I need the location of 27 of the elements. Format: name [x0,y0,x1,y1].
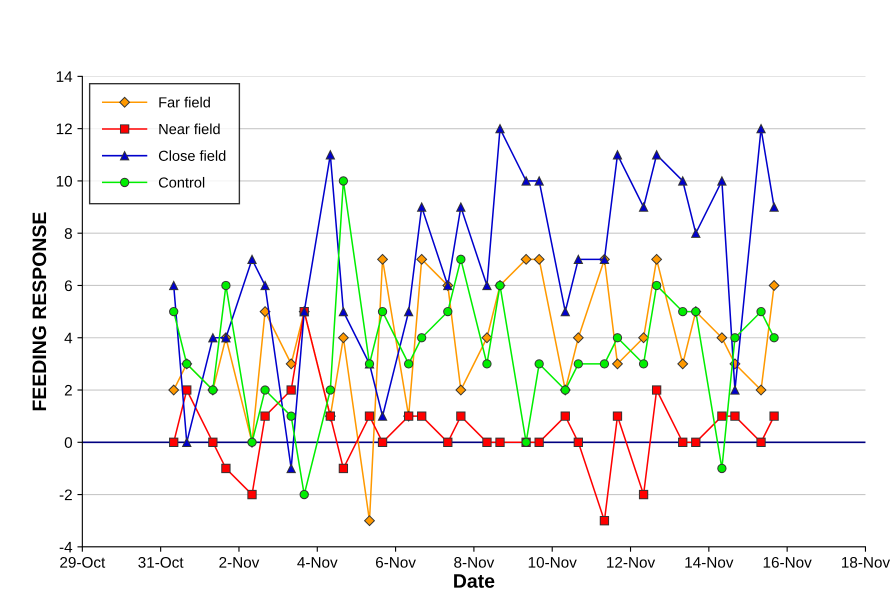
y-tick-label: 14 [56,71,72,82]
legend-label: Far field [159,96,210,108]
y-tick-label: -4 [60,542,72,552]
y-tick-label: 6 [64,280,72,292]
x-tick-label: 31-Oct [138,556,184,568]
y-tick-label: -2 [60,489,72,500]
x-tick-label: 29-Oct [60,556,106,568]
x-tick-label: 18-Nov [842,556,890,568]
legend-label: Close field [158,150,226,161]
x-tick-label: 12-Nov [607,556,656,568]
x-axis-title: Date [454,574,494,588]
legend-label: Near field [159,124,220,134]
x-tick-label: 2-Nov [219,556,260,568]
y-tick-label: 12 [56,124,72,134]
y-tick-label: 8 [64,228,72,239]
legend-label: Control [158,176,204,188]
x-tick-label: 10-Nov [528,556,577,568]
x-tick-label: 14-Nov [685,557,734,568]
y-axis-title: FEEDING RESPONSE [32,212,46,410]
y-tick-label: 0 [64,437,72,448]
x-tick-label: 6-Nov [376,556,416,568]
y-tick-label: 10 [56,176,72,187]
y-tick-label: 4 [64,332,72,344]
x-tick-label: 16-Nov [764,556,812,568]
y-tick-label: 2 [64,384,72,396]
x-tick-label: 8-Nov [454,556,494,568]
x-tick-label: 4-Nov [297,557,338,568]
